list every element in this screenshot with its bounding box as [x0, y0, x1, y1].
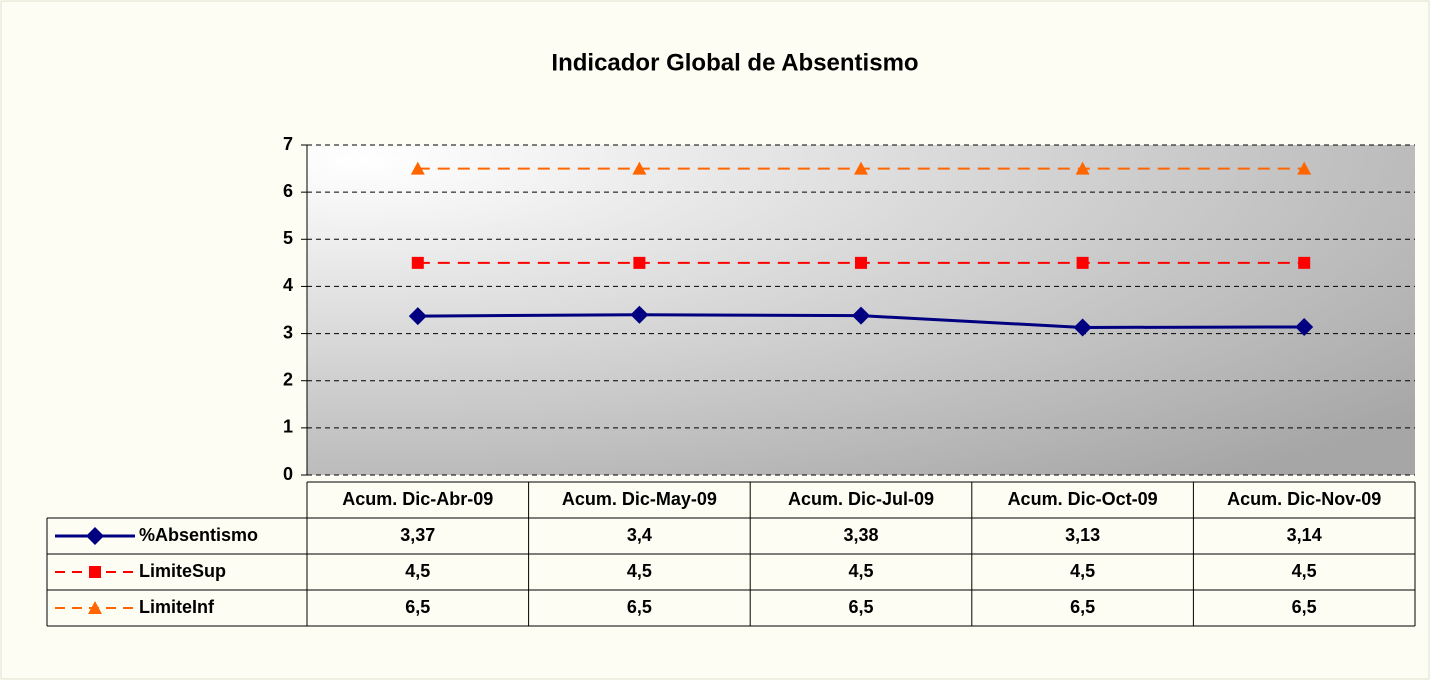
legend-label: LimiteInf: [139, 597, 215, 617]
table-cell: 4,5: [1292, 561, 1317, 581]
table-cell: 6,5: [1292, 597, 1317, 617]
table-cell: 3,13: [1065, 525, 1100, 545]
y-tick-label: 7: [283, 134, 293, 154]
marker: [1298, 256, 1311, 269]
table-cell: 3,14: [1287, 525, 1322, 545]
legend-marker: [86, 527, 104, 545]
y-tick-label: 3: [283, 322, 293, 342]
marker: [630, 305, 649, 324]
legend-marker: [88, 601, 102, 614]
y-tick-label: 2: [283, 369, 293, 389]
x-tick-label: Acum. Dic-Nov-09: [1227, 489, 1381, 509]
table-cell: 3,37: [400, 525, 435, 545]
x-tick-label: Acum. Dic-Abr-09: [342, 489, 493, 509]
legend-label: LimiteSup: [139, 561, 226, 581]
y-tick-label: 4: [283, 275, 293, 295]
table-cell: 4,5: [848, 561, 873, 581]
legend-marker: [89, 566, 101, 578]
x-tick-label: Acum. Dic-Oct-09: [1008, 489, 1158, 509]
marker: [852, 306, 870, 325]
x-tick-label: Acum. Dic-Jul-09: [788, 489, 934, 509]
y-tick-label: 1: [283, 417, 293, 437]
marker: [410, 161, 425, 175]
table-cell: 3,4: [627, 525, 652, 545]
marker: [633, 256, 646, 269]
table-cell: 6,5: [405, 597, 430, 617]
x-tick-label: Acum. Dic-May-09: [562, 489, 717, 509]
y-tick-label: 5: [283, 228, 293, 248]
marker: [855, 256, 867, 269]
table-cell: 6,5: [1070, 597, 1095, 617]
marker: [1295, 317, 1314, 336]
table-cell: 4,5: [1070, 561, 1095, 581]
table-cell: 3,38: [843, 525, 878, 545]
marker: [1075, 161, 1090, 175]
marker: [632, 161, 647, 175]
marker: [854, 161, 868, 175]
marker: [1073, 318, 1092, 337]
y-tick-label: 0: [283, 464, 293, 484]
y-tick-label: 6: [283, 181, 293, 201]
marker: [1297, 161, 1312, 175]
legend-label: %Absentismo: [139, 525, 258, 545]
table-cell: 6,5: [848, 597, 873, 617]
marker: [411, 256, 424, 269]
marker: [408, 307, 427, 326]
table-cell: 6,5: [627, 597, 652, 617]
table-cell: 4,5: [627, 561, 652, 581]
marker: [1076, 256, 1089, 269]
table-cell: 4,5: [405, 561, 430, 581]
chart-title: Indicador Global de Absentismo: [551, 49, 918, 76]
